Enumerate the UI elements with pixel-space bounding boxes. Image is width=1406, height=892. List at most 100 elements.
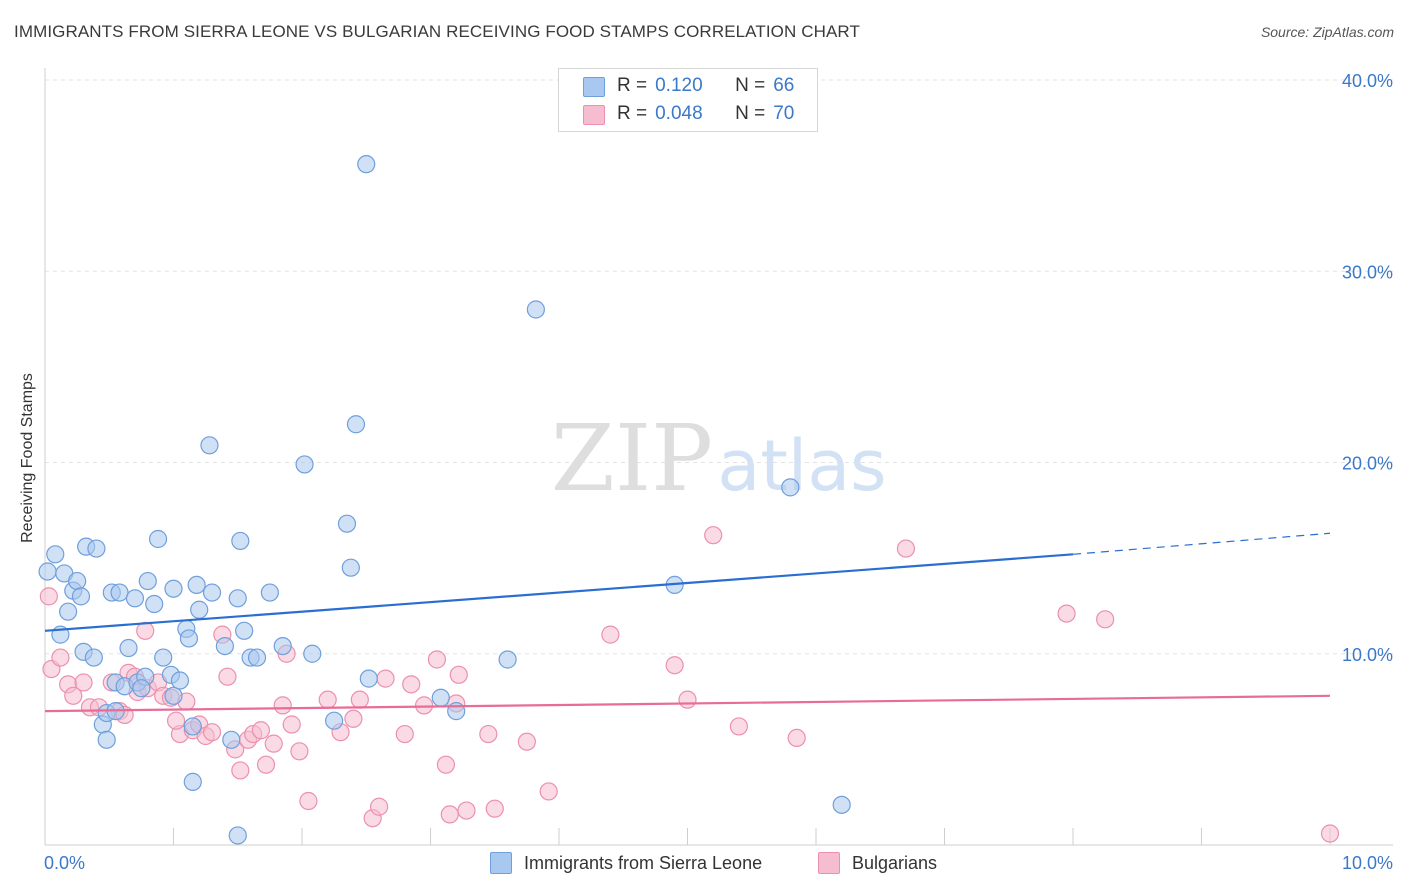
chart-title: IMMIGRANTS FROM SIERRA LEONE VS BULGARIA… [14, 22, 860, 41]
sierra-leone-point [164, 686, 183, 705]
series-legend-bulgarians: Bulgarians [818, 852, 937, 874]
y-tick-label: 30.0% [1342, 262, 1393, 282]
bulgarians-point [166, 711, 186, 730]
bulgarians-point [318, 690, 337, 709]
sierra-leone-point [154, 648, 173, 667]
bulgarians-point [1096, 610, 1115, 629]
legend-r-value-pink: 0.048 [655, 103, 703, 124]
bulgarians-point [449, 665, 468, 684]
sierra-leone-points [38, 155, 851, 845]
bulgarians-point [395, 724, 414, 744]
sierra-leone-point [228, 589, 247, 608]
series-label-bulgarians: Bulgarians [852, 852, 938, 873]
bulgarians-point [218, 667, 237, 686]
sierra-leone-point [183, 717, 202, 736]
sierra-leone-point [235, 621, 254, 640]
sierra-leone-point [295, 455, 314, 474]
sierra-leone-trend-line [44, 553, 1074, 632]
bulgarians-point [290, 742, 309, 761]
bulgarians-point [74, 673, 93, 692]
bulgarians-point [344, 709, 363, 728]
sierra-leone-point [164, 579, 183, 598]
bulgarians-point [256, 755, 276, 774]
sierra-leone-trend-extension [1072, 532, 1331, 555]
bulgarians-point [1057, 604, 1076, 623]
sierra-leone-point [781, 478, 800, 497]
sierra-leone-point [832, 795, 851, 814]
legend-n-value-pink: 70 [773, 103, 795, 124]
source-credit: Source: ZipAtlas.com [1260, 24, 1394, 40]
y-tick-label: 40.0% [1342, 71, 1393, 91]
bulgarians-point [202, 723, 222, 742]
legend-r-label: R = [617, 103, 648, 124]
sierra-leone-point [346, 415, 366, 434]
bulgarians-point [376, 669, 395, 688]
sierra-leone-point [110, 583, 129, 602]
sierra-leone-point [222, 730, 241, 749]
sierra-leone-point [183, 772, 202, 791]
series-label-sierra-leone: Immigrants from Sierra Leone [524, 852, 763, 873]
sierra-leone-point [200, 436, 219, 455]
sierra-leone-point [190, 600, 209, 619]
sierra-leone-point [357, 155, 376, 174]
bulgarians-point [787, 728, 806, 748]
sierra-leone-point [179, 629, 199, 648]
sierra-leone-point [119, 638, 138, 658]
legend-row-sierra-leone: R = 0.120 N = 66 [583, 74, 795, 98]
watermark: ZIP atlas [551, 405, 887, 512]
bulgarians-point [251, 721, 270, 740]
bulgarians-point [485, 799, 504, 818]
sierra-leone-point [431, 688, 450, 707]
sierra-leone-point [97, 730, 116, 749]
sierra-leone-point [215, 636, 234, 656]
legend-swatch-blue [583, 77, 605, 97]
sierra-leone-point [132, 679, 151, 698]
bulgarians-point [350, 690, 369, 709]
bulgarians-point [64, 686, 83, 705]
bulgarians-point [601, 625, 620, 644]
sierra-leone-point [170, 671, 190, 690]
y-tick-labels: 10.0% 20.0% 30.0% 40.0% [1342, 71, 1393, 665]
sierra-leone-point [84, 648, 103, 667]
sierra-leone-point [325, 711, 344, 730]
x-tick-label: 10.0% [1342, 853, 1393, 873]
bulgarians-point [402, 675, 421, 694]
bulgarians-point [299, 791, 318, 811]
sierra-leone-point [46, 545, 65, 564]
bulgarians-point [517, 732, 536, 751]
sierra-leone-point [498, 650, 517, 669]
sierra-leone-point [341, 558, 360, 577]
bulgarians-point [1320, 824, 1340, 843]
sierra-leone-point [526, 300, 545, 319]
bulgarians-point [440, 805, 459, 824]
gridlines [45, 79, 1393, 655]
bulgarians-point [231, 761, 250, 780]
sierra-leone-point [231, 531, 250, 551]
sierra-leone-point [125, 589, 145, 608]
bulgarians-point [896, 539, 916, 558]
bulgarians-points [39, 526, 1340, 843]
sierra-leone-point [359, 669, 378, 688]
legend-n-value-blue: 66 [773, 75, 795, 96]
sierra-leone-point [138, 571, 157, 591]
sierra-leone-point [228, 826, 247, 845]
bulgarians-point [282, 715, 301, 734]
series-legend-sierra-leone: Immigrants from Sierra Leone [490, 852, 762, 874]
sierra-leone-point [71, 587, 91, 606]
bulgarians-point [665, 656, 684, 675]
bulgarians-point [457, 801, 476, 820]
x-tick-label: 0.0% [44, 853, 85, 873]
y-tick-label: 10.0% [1342, 645, 1393, 665]
sierra-leone-point [260, 583, 279, 602]
sierra-leone-point [68, 571, 87, 591]
sierra-leone-point [38, 562, 57, 581]
bulgarians-point [704, 526, 723, 545]
sierra-leone-point [337, 514, 357, 533]
bulgarians-point [436, 755, 456, 774]
trend-lines [44, 532, 1331, 713]
sierra-leone-point [187, 575, 206, 595]
watermark-atlas: atlas [717, 425, 886, 507]
sierra-leone-point [273, 636, 292, 656]
legend-swatch-pink [583, 105, 605, 125]
